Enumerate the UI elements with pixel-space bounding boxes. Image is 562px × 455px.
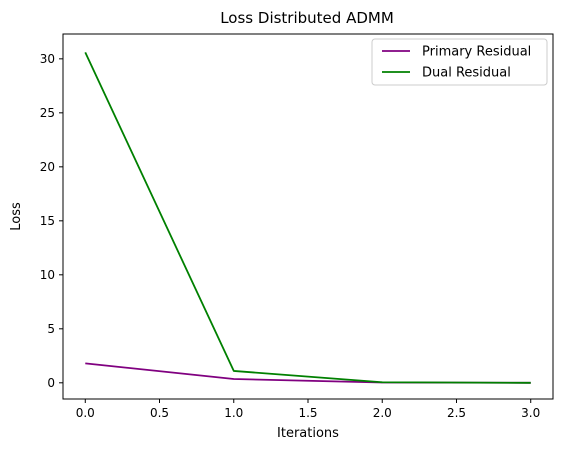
y-axis-title: Loss [9, 202, 24, 231]
x-tick-label: 1.5 [298, 406, 317, 420]
legend-box [371, 38, 548, 86]
y-axis: 0 5 10 15 20 25 30 [40, 52, 63, 390]
x-tick-label: 2.5 [447, 406, 466, 420]
legend-label: Dual Residual [422, 66, 511, 81]
y-tick-label: 10 [40, 268, 55, 282]
y-tick-label: 30 [40, 52, 55, 66]
plot-area [63, 34, 553, 399]
y-tick-label: 25 [40, 106, 55, 120]
series-line-1 [84, 51, 531, 384]
series-layer [84, 51, 531, 384]
y-tick-label: 20 [40, 160, 55, 174]
y-tick-label: 0 [47, 376, 55, 390]
x-tick-label: 0.0 [76, 406, 95, 420]
x-tick-label: 0.5 [150, 406, 169, 420]
chart-title: Loss Distributed ADMM [220, 9, 394, 27]
legend: Primary Residual Dual Residual [371, 38, 548, 86]
x-axis-title: Iterations [277, 426, 339, 441]
legend-label: Primary Residual [422, 45, 531, 60]
x-tick-label: 3.0 [521, 406, 540, 420]
y-tick-label: 5 [47, 322, 55, 336]
x-tick-label: 1.0 [224, 406, 243, 420]
x-tick-label: 2.0 [373, 406, 392, 420]
x-axis: 0.0 0.5 1.0 1.5 2.0 2.5 3.0 [76, 399, 540, 420]
y-tick-label: 15 [40, 214, 55, 228]
